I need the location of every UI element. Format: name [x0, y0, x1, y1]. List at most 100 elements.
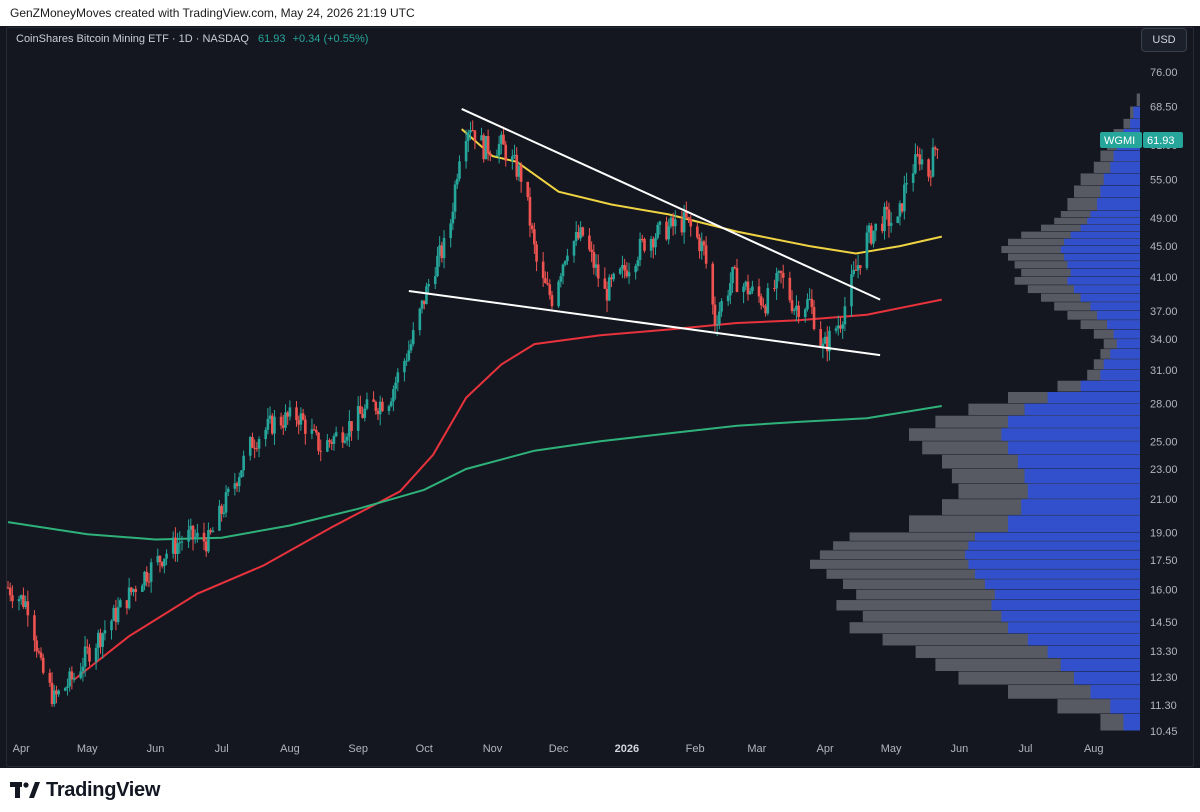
time-tick-label: Sep [348, 743, 368, 755]
volume-bar-up [1008, 622, 1140, 634]
candle-body [486, 136, 490, 154]
candle-body [114, 607, 118, 623]
candle [328, 438, 331, 448]
volume-bar-up [1103, 359, 1140, 370]
candle [156, 548, 160, 566]
candle [405, 353, 408, 367]
candle [667, 218, 671, 245]
time-tick-label: May [77, 743, 98, 755]
candle [900, 203, 904, 214]
volume-bar-up [1027, 483, 1140, 499]
candle-body [312, 429, 316, 431]
candle-body [797, 305, 800, 318]
candle [810, 289, 814, 315]
candle-body [889, 222, 893, 226]
candle-body [174, 537, 177, 554]
price-tick-label: 45.00 [1150, 241, 1178, 253]
candle [526, 181, 530, 201]
price-tick-label: 10.45 [1150, 726, 1178, 738]
candle [911, 164, 915, 192]
candle [808, 288, 811, 301]
time-tick-label: Oct [416, 743, 433, 755]
candle-body [623, 265, 626, 271]
time-tick-label: Aug [1084, 743, 1104, 755]
candle [563, 260, 567, 267]
candle [674, 210, 677, 235]
tradingview-logo[interactable]: TradingView [10, 776, 160, 804]
candle [68, 667, 71, 692]
volume-bar-up [1110, 349, 1140, 359]
credit-text: GenZMoneyMoves created with TradingView.… [10, 6, 415, 20]
volume-bar-up [1024, 403, 1140, 416]
candle-body [702, 241, 706, 246]
candle-body [24, 601, 27, 608]
candle-body [546, 283, 549, 285]
candle [85, 639, 89, 655]
candle-body [916, 154, 919, 156]
candle-body [865, 232, 869, 268]
candle [222, 504, 226, 518]
symbol-legend[interactable]: CoinShares Bitcoin Mining ETF · 1D · NAS… [16, 33, 368, 45]
candle [482, 133, 486, 163]
candle-body [297, 420, 301, 425]
candle [55, 685, 58, 704]
candle-body [328, 440, 331, 442]
candle [332, 433, 336, 451]
candle-body [403, 361, 406, 373]
candle-body [610, 277, 613, 280]
candle-body [418, 308, 422, 331]
candle [160, 561, 164, 569]
volume-bar-up [1113, 329, 1140, 339]
candle-body [594, 264, 598, 268]
volume-bar-up [1001, 610, 1140, 622]
candle-body [651, 239, 655, 248]
volume-bar-total [836, 600, 1140, 611]
candle [850, 264, 853, 317]
candle [193, 529, 197, 544]
candle [766, 282, 770, 316]
candle-body [332, 436, 336, 444]
candle [158, 555, 162, 573]
candle-body [596, 264, 600, 279]
volume-bar-up [1060, 246, 1140, 254]
candle [66, 678, 69, 696]
candle-body [127, 587, 131, 609]
candle [834, 325, 838, 334]
volume-bar-up [968, 541, 1140, 550]
volume-bar-up [1027, 633, 1140, 646]
price-chart[interactable]: 76.0068.5061.0055.0049.0045.0041.0037.00… [0, 0, 1200, 768]
candle [486, 129, 490, 161]
candle [806, 293, 809, 312]
candle [680, 211, 684, 236]
candle [574, 221, 578, 246]
candle [363, 404, 367, 422]
currency-button[interactable]: USD [1141, 28, 1187, 52]
candle [713, 296, 717, 332]
symbol-change: +0.34 (+0.55%) [292, 33, 369, 45]
candle [874, 223, 878, 242]
candle-body [315, 429, 318, 433]
candle-body [823, 336, 827, 344]
candle-body [898, 203, 902, 217]
candle [480, 127, 483, 141]
candle-body [343, 440, 347, 443]
candle-body [257, 439, 261, 449]
candle-body [222, 512, 226, 514]
candle-body [411, 330, 415, 345]
candle [464, 129, 468, 169]
volume-bar-total [882, 633, 1140, 646]
candle [885, 200, 889, 220]
candle [548, 279, 552, 300]
candle [348, 410, 351, 448]
candle-body [680, 219, 684, 233]
moving-average-3 [7, 405, 942, 541]
candle [407, 340, 411, 362]
candle [731, 266, 734, 293]
volume-bar-up [975, 569, 1140, 579]
candle [825, 326, 829, 362]
time-tick-label: Jun [951, 743, 969, 755]
time-tick-label: May [881, 743, 902, 755]
candle [726, 289, 730, 306]
candle [281, 414, 285, 435]
candle [530, 223, 534, 234]
